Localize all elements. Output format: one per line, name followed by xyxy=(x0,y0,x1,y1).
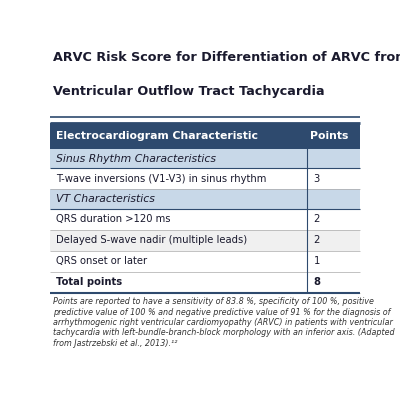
FancyBboxPatch shape xyxy=(50,124,360,149)
Text: 3: 3 xyxy=(314,174,320,184)
Text: 2: 2 xyxy=(314,214,320,224)
Text: 2: 2 xyxy=(314,235,320,245)
Text: Points are reported to have a sensitivity of 83.8 %, specificity of 100 %, posit: Points are reported to have a sensitivit… xyxy=(53,297,395,348)
Text: Ventricular Outflow Tract Tachycardia: Ventricular Outflow Tract Tachycardia xyxy=(53,85,325,98)
FancyBboxPatch shape xyxy=(50,230,360,251)
FancyBboxPatch shape xyxy=(50,272,360,292)
Text: Delayed S-wave nadir (multiple leads): Delayed S-wave nadir (multiple leads) xyxy=(56,235,247,245)
Text: Sinus Rhythm Characteristics: Sinus Rhythm Characteristics xyxy=(56,154,216,164)
FancyBboxPatch shape xyxy=(50,168,360,189)
Text: 1: 1 xyxy=(314,256,320,266)
Text: Electrocardiogram Characteristic: Electrocardiogram Characteristic xyxy=(56,131,258,141)
FancyBboxPatch shape xyxy=(50,189,360,209)
FancyBboxPatch shape xyxy=(50,149,360,168)
FancyBboxPatch shape xyxy=(50,209,360,230)
Text: VT Characteristics: VT Characteristics xyxy=(56,194,155,204)
FancyBboxPatch shape xyxy=(50,251,360,272)
Text: Points: Points xyxy=(310,131,349,141)
Text: Total points: Total points xyxy=(56,277,122,287)
Text: QRS duration >120 ms: QRS duration >120 ms xyxy=(56,214,171,224)
Text: T-wave inversions (V1-V3) in sinus rhythm: T-wave inversions (V1-V3) in sinus rhyth… xyxy=(56,174,266,184)
Text: QRS onset or later: QRS onset or later xyxy=(56,256,147,266)
Text: 8: 8 xyxy=(314,277,320,287)
Text: ARVC Risk Score for Differentiation of ARVC from Right: ARVC Risk Score for Differentiation of A… xyxy=(53,51,400,64)
